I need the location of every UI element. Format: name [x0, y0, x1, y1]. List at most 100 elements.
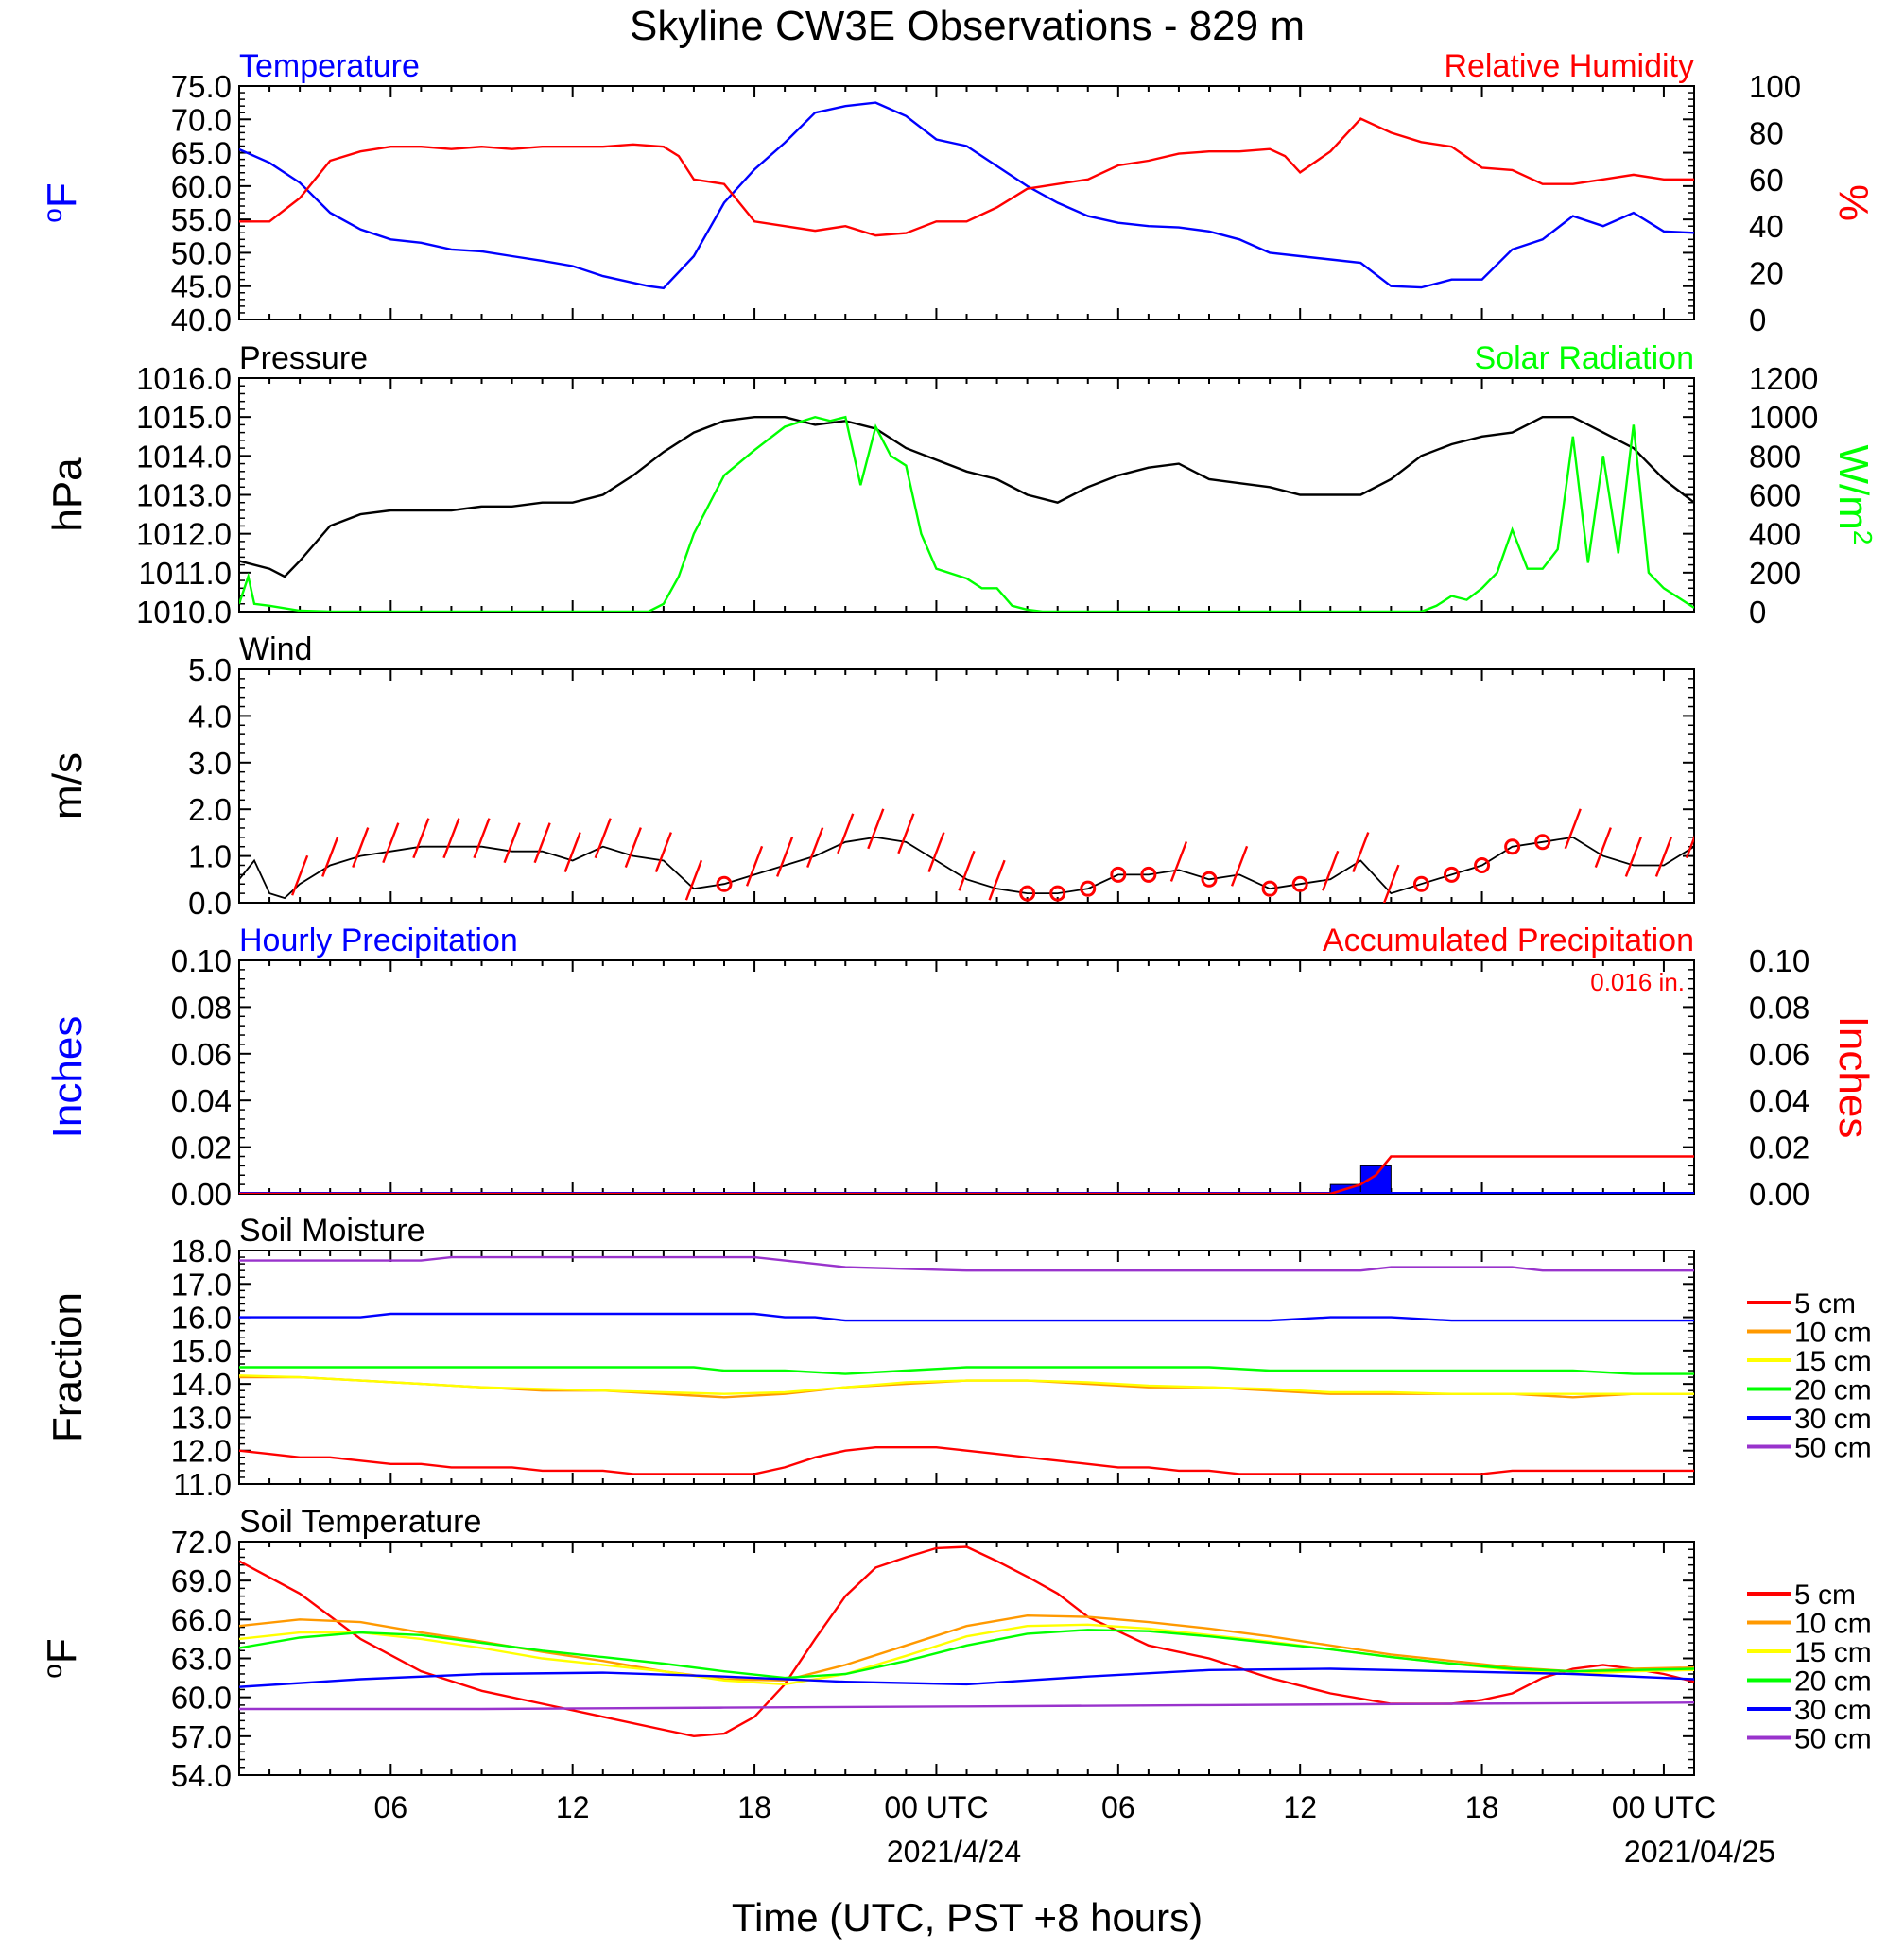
- y-tick-label-right: 0: [1749, 595, 1766, 630]
- legend-label: 10 cm: [1794, 1318, 1872, 1349]
- y-tick-label-left: 1014.0: [136, 439, 232, 474]
- plot-area: [239, 1155, 1694, 1194]
- y-tick-label-right: 0.08: [1749, 990, 1809, 1025]
- y-tick-label-left: 45.0: [171, 269, 232, 304]
- wind-barb: [837, 813, 855, 854]
- series-line-20-cm: [239, 1629, 1694, 1680]
- y-tick-label-right: 60: [1749, 163, 1784, 198]
- panel-pressure_solar: 1016.0 1015.0 1014.0 1013.0 1012.0 1011.0 1010…: [44, 340, 1878, 630]
- wind-barb: [1169, 840, 1188, 882]
- series-line-pressure: [239, 416, 1694, 578]
- y-tick-label-left: 63.0: [171, 1642, 232, 1677]
- panel-soil_temperature: 72.069.0 66.0 63.0 60.057.0 54.0 06 12 18 00 UTC…: [38, 1504, 1872, 1824]
- accumulated-precip-line: [239, 1155, 1694, 1194]
- y-tick-label-right: 1000: [1749, 400, 1818, 435]
- wind-barb: [412, 818, 430, 859]
- y-axis-label-left: Fraction: [44, 1292, 91, 1442]
- y-tick-label-left: 69.0: [171, 1563, 232, 1598]
- wind-barb-calm: [1412, 875, 1429, 892]
- y-axis-label-right: Inches: [1830, 1016, 1877, 1139]
- wind-barb: [958, 850, 976, 891]
- y-tick-label-right: 0.00: [1749, 1177, 1809, 1212]
- wind-barb: [563, 832, 581, 872]
- wind-barb: [382, 822, 400, 864]
- legend-label: 20 cm: [1794, 1375, 1872, 1406]
- y-tick-label-right: 1200: [1749, 361, 1818, 396]
- wind-barb: [1594, 827, 1612, 869]
- panel-temp_rh: 75.070.065.060.055.050.045.040.0 100 80 60 4…: [38, 48, 1878, 337]
- y-tick-label-right: 0: [1749, 302, 1766, 337]
- y-tick-label-left: 14.0: [171, 1367, 232, 1402]
- wind-barb-calm: [1261, 880, 1278, 897]
- panel-title-right: Relative Humidity: [1444, 48, 1694, 84]
- legend-label: 50 cm: [1794, 1724, 1872, 1755]
- wind-barb: [745, 845, 764, 887]
- wind-barb: [897, 813, 915, 854]
- wind-barb: [291, 854, 309, 896]
- y-tick-label-left: 0.0: [188, 886, 232, 921]
- x-tick-label: 12: [1283, 1790, 1317, 1824]
- legend-label: 10 cm: [1794, 1609, 1872, 1640]
- y-tick-label-left: 1012.0: [136, 517, 232, 552]
- panel-title-left: Wind: [239, 631, 312, 667]
- y-axis-label-left: oF: [38, 1638, 86, 1678]
- legend-label: 50 cm: [1794, 1433, 1872, 1464]
- series-line-50-cm: [239, 1701, 1694, 1711]
- wind-barb-calm: [716, 875, 733, 892]
- chart-title: Skyline CW3E Observations - 829 m: [630, 3, 1305, 49]
- wind-barb: [1352, 832, 1370, 872]
- x-tick-label: 18: [737, 1790, 771, 1824]
- x-axis-date-2: 2021/04/25: [1624, 1835, 1775, 1869]
- legend-label: 30 cm: [1794, 1695, 1872, 1726]
- wind-barb-calm: [1201, 871, 1218, 888]
- panel-title-right: Accumulated Precipitation: [1323, 923, 1694, 958]
- legend-label: 15 cm: [1794, 1637, 1872, 1668]
- y-tick-label-left: 1.0: [188, 839, 232, 874]
- y-tick-label-left: 0.04: [171, 1083, 232, 1118]
- wind-barb: [533, 822, 551, 864]
- wind-barb-calm: [1474, 856, 1491, 873]
- plot-area: [239, 415, 1694, 612]
- y-tick-label-right: 0.02: [1749, 1130, 1809, 1165]
- series-line-30-cm: [239, 1312, 1694, 1322]
- wind-barb: [1624, 837, 1642, 877]
- y-tick-label-left: 75.0: [171, 69, 232, 104]
- y-tick-label-left: 4.0: [188, 699, 232, 733]
- series-line-relative-humidity: [239, 117, 1694, 237]
- wind-barb-calm: [1140, 866, 1157, 883]
- x-tick-label: 00 UTC: [1612, 1790, 1716, 1824]
- y-tick-label-left: 15.0: [171, 1334, 232, 1369]
- y-tick-label-left: 13.0: [171, 1400, 232, 1435]
- wind-barb: [1654, 837, 1673, 877]
- y-axis-label-left: oF: [38, 182, 86, 222]
- y-tick-label-left: 0.00: [171, 1177, 232, 1212]
- wind-barb-calm: [1504, 838, 1521, 855]
- x-axis-label: Time (UTC, PST +8 hours): [732, 1895, 1203, 1940]
- y-tick-label-right: 0.06: [1749, 1037, 1809, 1072]
- wind-barb: [776, 837, 794, 877]
- accumulated-total-label: 0.016 in.: [1590, 968, 1685, 996]
- panel-title-left: Soil Temperature: [239, 1504, 481, 1540]
- plot-area: [239, 101, 1694, 290]
- series-line-50-cm: [239, 1255, 1694, 1272]
- panel-title-left: Pressure: [239, 340, 368, 376]
- y-tick-label-left: 54.0: [171, 1758, 232, 1793]
- panel-wind: 5.0 4.0 3.0 2.0 1.0 0.0 Wind m/s: [44, 631, 1695, 921]
- wind-barb-calm: [1110, 866, 1127, 883]
- wind-barb: [867, 808, 885, 850]
- plot-area: [239, 1255, 1694, 1475]
- y-tick-label-left: 72.0: [171, 1525, 232, 1560]
- y-tick-label-left: 0.02: [171, 1130, 232, 1165]
- wind-barb: [1564, 808, 1582, 850]
- wind-barb-calm: [1291, 875, 1308, 892]
- panel-title-left: Temperature: [239, 48, 420, 84]
- y-tick-label-left: 1013.0: [136, 478, 232, 513]
- series-line-solar-radiation: [239, 415, 1694, 612]
- x-tick-label: 06: [374, 1790, 408, 1824]
- y-axis-label-left: hPa: [44, 457, 91, 532]
- legend-label: 30 cm: [1794, 1404, 1872, 1435]
- panel-precip: 0.10 0.08 0.06 0.04 0.02 0.00 0.10 0.08 0.06 0.04…: [44, 923, 1877, 1212]
- y-axis-label-left: Inches: [44, 1016, 91, 1139]
- y-axis-label-right: %: [1830, 184, 1877, 221]
- series-line-5-cm: [239, 1545, 1694, 1738]
